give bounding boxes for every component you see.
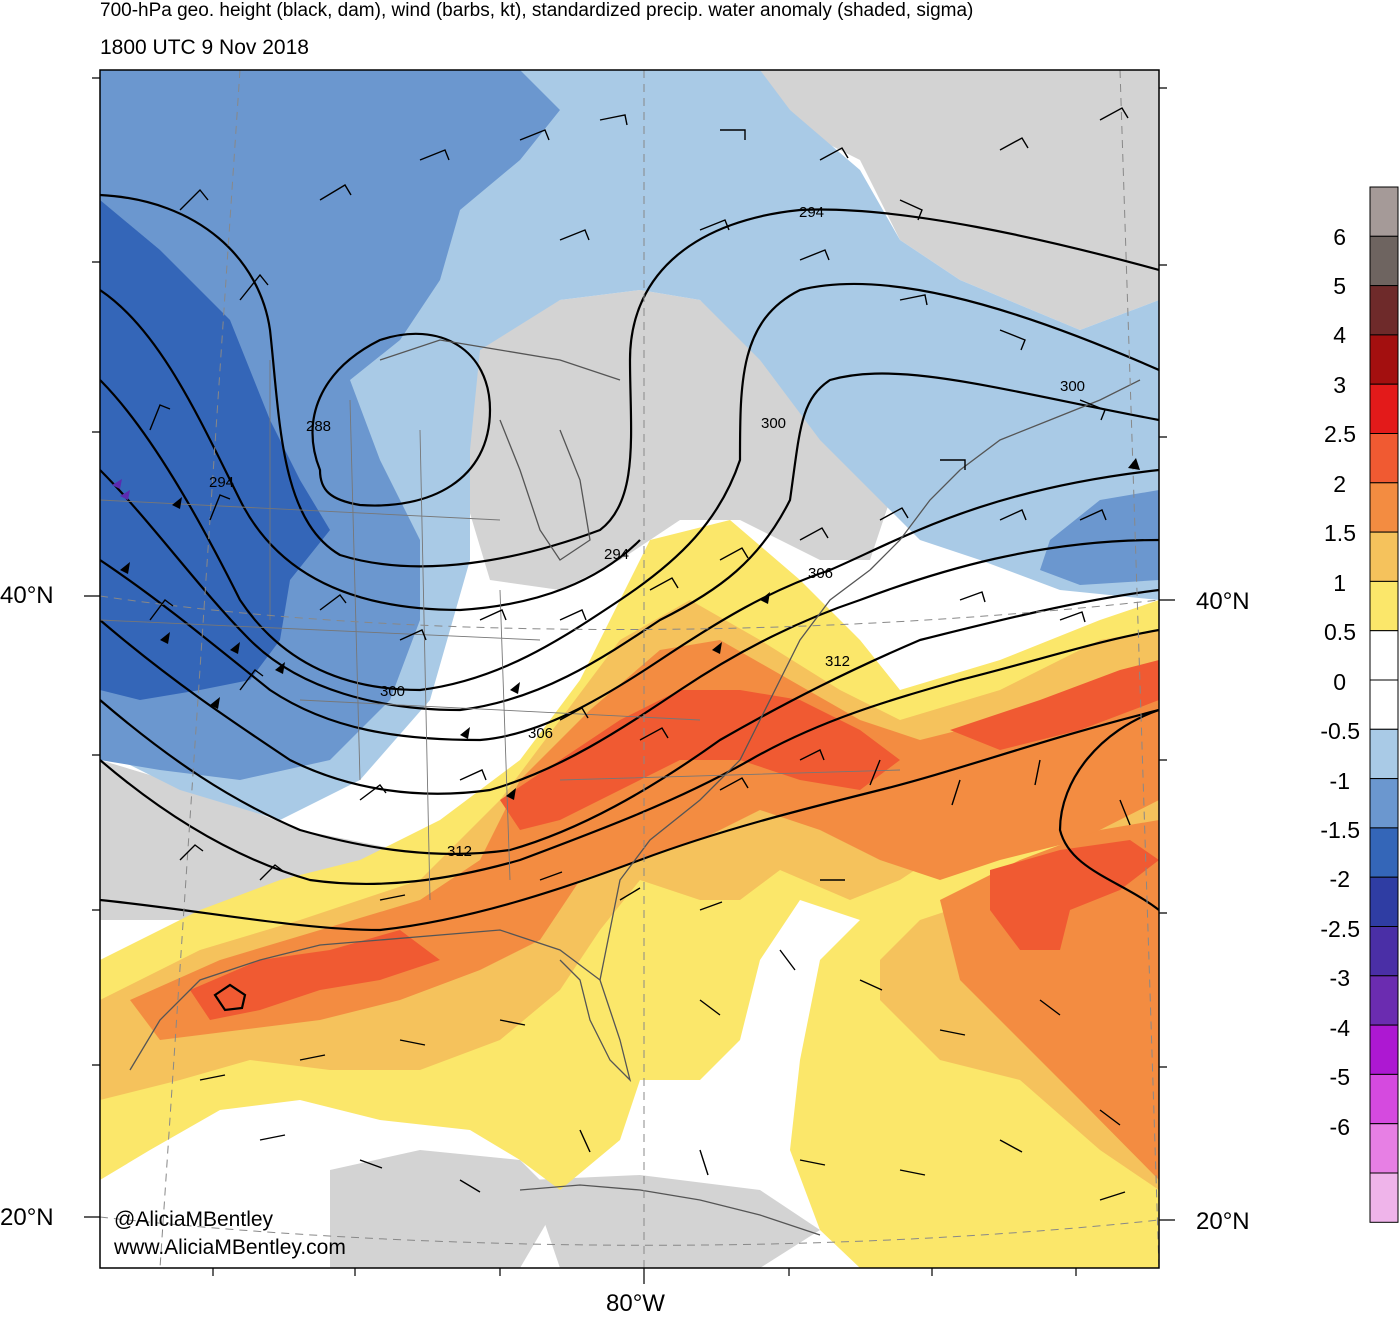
contour-label: 294 bbox=[604, 546, 630, 563]
colorbar-label: 2.5 bbox=[1324, 421, 1356, 447]
contour-label: 306 bbox=[528, 725, 554, 742]
height-contours bbox=[100, 193, 1159, 1012]
gray-anomaly-north bbox=[760, 70, 1159, 330]
parallel-20n bbox=[100, 1216, 1159, 1246]
wind-barbs bbox=[149, 107, 1131, 1201]
contour-294-outer bbox=[100, 289, 641, 612]
colorbar-label: 2 bbox=[1333, 471, 1346, 497]
contour-label: 294 bbox=[799, 204, 825, 221]
redorange-anomaly-southeast bbox=[990, 840, 1159, 950]
coastlines bbox=[100, 339, 1141, 1236]
lat-label-20n-right: 20°N bbox=[1196, 1208, 1250, 1235]
contour-label: 312 bbox=[447, 843, 473, 860]
colorbar-label: 0.5 bbox=[1324, 619, 1356, 645]
contour-gulf-loop bbox=[213, 983, 247, 1012]
colorbar-label: 6 bbox=[1333, 224, 1346, 250]
meridian-60w bbox=[1119, 70, 1159, 1268]
contour-east-low bbox=[1058, 708, 1159, 911]
wind-pennants-purple bbox=[112, 479, 130, 500]
meridian-100w bbox=[159, 70, 241, 1268]
coast-east bbox=[599, 569, 871, 981]
map-field bbox=[100, 70, 1159, 1268]
colorbar-label: -1.5 bbox=[1320, 817, 1360, 843]
colorbar-label: -1 bbox=[1329, 768, 1350, 794]
lon-label-80w: 80°W bbox=[606, 1290, 665, 1317]
contour-label: 300 bbox=[761, 415, 787, 432]
contour-312-a bbox=[100, 588, 1159, 856]
cuba bbox=[519, 1184, 821, 1236]
colorbar-label: -2 bbox=[1329, 866, 1350, 892]
contour-label: 300 bbox=[1060, 378, 1086, 395]
contour-300-a bbox=[100, 282, 1159, 692]
lat-label-40n-right: 40°N bbox=[1196, 588, 1250, 615]
chart-title: 700-hPa geo. height (black, dam), wind (… bbox=[100, 0, 974, 21]
contour-306-b bbox=[100, 538, 1159, 795]
map-frame bbox=[99, 69, 1160, 1269]
colorbar-label: -6 bbox=[1329, 1114, 1350, 1140]
coast-gulf bbox=[129, 929, 632, 1083]
colorbar-label: -0.5 bbox=[1320, 718, 1360, 744]
chart-valid-time: 1800 UTC 9 Nov 2018 bbox=[100, 36, 309, 59]
colorbar-label: -2.5 bbox=[1320, 916, 1360, 942]
lake-michigan bbox=[499, 419, 591, 561]
lake-superior bbox=[379, 339, 621, 381]
contour-300-b bbox=[100, 372, 1159, 712]
parallel-40n bbox=[100, 595, 1159, 631]
credit-website: www.AliciaMBentley.com bbox=[114, 1236, 346, 1259]
axis-ticks bbox=[84, 77, 1175, 1284]
graticule bbox=[100, 70, 1159, 1268]
contour-294-inner bbox=[100, 193, 1159, 568]
colorbar-label: -5 bbox=[1329, 1064, 1350, 1090]
contour-312-b bbox=[100, 628, 1159, 886]
coast-northeast bbox=[869, 379, 1141, 571]
contour-312-c bbox=[100, 708, 1159, 932]
colorbar-label: 5 bbox=[1333, 273, 1346, 299]
colorbar-label: 4 bbox=[1333, 322, 1346, 348]
gray-anomaly-mexico bbox=[330, 1150, 560, 1268]
gray-anomaly-lakes bbox=[460, 290, 900, 590]
redorange-anomaly-gulf bbox=[190, 930, 440, 1020]
credit-handle: @AliciaMBentley bbox=[114, 1208, 274, 1231]
colorbar-label: 1.5 bbox=[1324, 520, 1356, 546]
contour-label: 312 bbox=[825, 653, 851, 670]
contour-label: 300 bbox=[380, 683, 406, 700]
lat-label-20n-left: 20°N bbox=[0, 1204, 54, 1231]
colorbar-label: 1 bbox=[1333, 570, 1346, 596]
contour-288 bbox=[311, 332, 492, 507]
colorbar-label: -3 bbox=[1329, 965, 1350, 991]
contour-label: 294 bbox=[209, 474, 235, 491]
lat-label-40n-left: 40°N bbox=[0, 582, 54, 609]
colorbar-label: 0 bbox=[1333, 669, 1346, 695]
colorbar-label: -4 bbox=[1329, 1015, 1350, 1041]
colorbar-label: 3 bbox=[1333, 372, 1346, 398]
blue-anomaly-east bbox=[1040, 490, 1159, 585]
redorange-anomaly-carolinas bbox=[500, 690, 900, 830]
contour-label: 306 bbox=[808, 565, 834, 582]
contour-label: 288 bbox=[306, 418, 332, 435]
state-borders bbox=[100, 360, 901, 901]
redorange-anomaly-atlantic bbox=[950, 660, 1159, 750]
contour-306-a bbox=[100, 468, 1159, 742]
